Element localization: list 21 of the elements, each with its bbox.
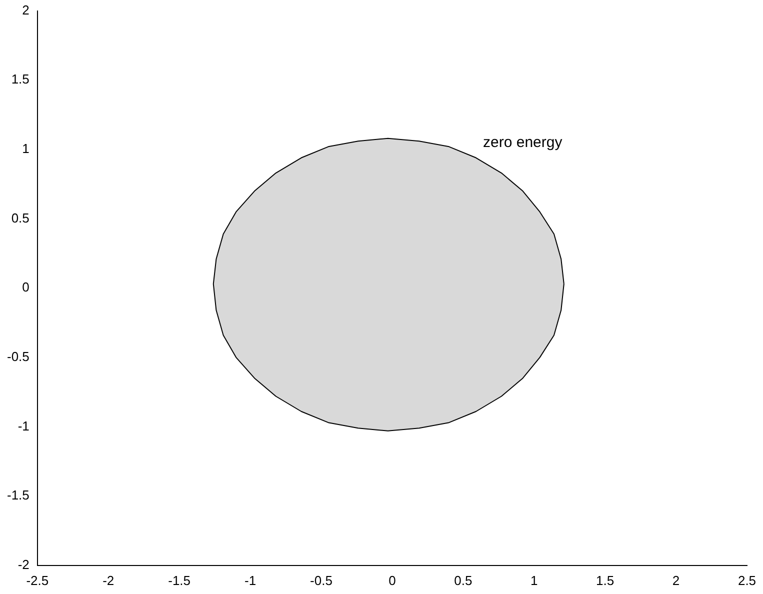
y-tick-label: 0.5 [11,210,30,226]
x-tick-label: 0 [388,572,396,588]
x-tick-label: 2.5 [738,572,756,588]
x-tick-label: -1 [244,572,256,588]
y-tick-label: -0.5 [6,349,30,364]
annotation: zero energy [483,134,563,151]
x-tick-label: -2 [102,572,114,588]
x-tick-label: 1.5 [596,572,614,588]
y-tick-label: -1 [18,418,30,434]
y-tick-label: 1 [22,141,30,156]
y-tick-label: 2 [22,2,30,18]
x-tick-label: -1.5 [168,572,191,588]
x-tick-label: 1 [530,572,538,588]
x-tick-label: -2.5 [26,572,49,588]
x-tick-label: 0.5 [454,572,472,588]
x-tick-label: -0.5 [310,572,332,588]
y-tick-label: 0 [22,280,30,295]
y-tick-label: 1.5 [11,72,30,87]
y-tick-label: -1.5 [6,488,30,503]
x-tick-label: 2 [672,572,680,588]
y-tick-label: -2 [18,556,30,572]
